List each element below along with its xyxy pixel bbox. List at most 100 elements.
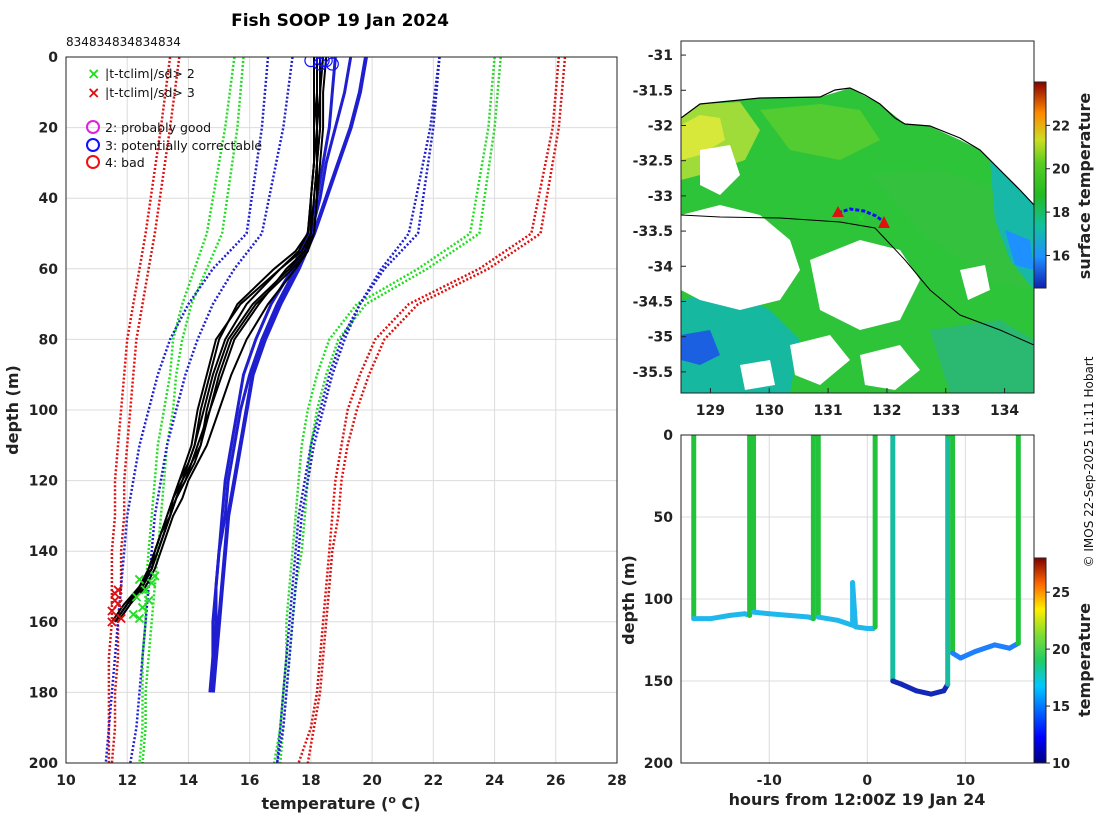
map-y-tick-label: -34 [648, 259, 674, 275]
sst-map-panel: × 129 130 131 132 133 134 -31 -31.5 -32 -32.5 -33 -… [633, 40, 1094, 419]
legend-green-label: |t-tclim|/sd> 2 [105, 66, 195, 81]
track-end-marker [878, 216, 890, 228]
x-tick-label: 26 [546, 773, 565, 789]
track-start-marker [832, 206, 844, 217]
time-y-tick-label: 0 [663, 428, 673, 444]
measured-profile-line [117, 57, 325, 623]
measured-profile-line [114, 57, 322, 623]
x-tick-label: 28 [607, 773, 626, 789]
legend-magenta-circle-icon [86, 120, 100, 134]
map-x-tick-label: 134 [990, 403, 1019, 419]
x-tick-label: 16 [240, 773, 259, 789]
time-y-tick-label: 200 [644, 756, 673, 772]
map-y-tick-label: -35 [648, 330, 673, 346]
qc-circle [313, 57, 327, 71]
map-y-tick-label: -31.5 [633, 83, 673, 99]
x-tick-label: 18 [301, 773, 320, 789]
clim-mean-high-line [275, 57, 441, 763]
time-depth-trace [691, 435, 1021, 697]
profile-ylabel: depth (m) [3, 365, 22, 455]
sst-field: × [681, 41, 1034, 393]
temp-cb-tick-label: 15 [1052, 700, 1070, 715]
red-flag-cross: × [108, 584, 121, 603]
time-x-tick-label: 0 [862, 773, 872, 789]
map-x-tick-label: 132 [872, 403, 901, 419]
green-flag-cross: × [130, 587, 143, 606]
depth-trace-segment [913, 688, 934, 697]
green-flag-cross: × [145, 573, 158, 592]
top-profile-id: 834 [112, 35, 135, 49]
top-profile-id: 834 [89, 35, 112, 49]
track-flag-marker: × [856, 211, 866, 225]
clim-sd2-low-line [141, 57, 245, 763]
qc-circle [319, 57, 333, 68]
clim-sd3-low-line [110, 57, 181, 763]
y-tick-label: 100 [29, 403, 58, 419]
depth-trace-segment [972, 642, 998, 654]
red-flag-cross: × [105, 612, 118, 631]
clim-sd3-low-line [107, 57, 172, 763]
isobath-line [681, 214, 1034, 346]
depth-trace-segment [957, 648, 978, 661]
map-y-tick-label: -35.5 [633, 365, 673, 381]
y-tick-label: 140 [29, 544, 58, 560]
red-flag-cross: × [111, 594, 124, 613]
x-tick-label: 14 [179, 773, 199, 789]
depth-trace-segment [899, 681, 919, 694]
profile-ticks: 10 12 14 16 18 20 22 24 26 28 0 20 40 60 80 100 120 140 16… [29, 50, 627, 789]
depth-trace-segment [766, 611, 792, 618]
clim-mean-high-line [275, 57, 441, 763]
legend-qc4-label: 4: bad [105, 155, 145, 170]
depth-trace-segment [815, 614, 841, 623]
time-xlabel: hours from 12:00Z 19 Jan 24 [729, 790, 986, 809]
green-flag-cross: × [133, 569, 146, 588]
climatology-lines [104, 57, 567, 763]
map-y-tick-label: -34.5 [633, 294, 673, 310]
green-flag-cross: × [136, 598, 149, 617]
sst-cb-tick-label: 18 [1052, 206, 1070, 221]
measured-profiles [111, 57, 328, 623]
credit-text: © IMOS 22-Sep-2025 11:11 Hobart [1082, 356, 1096, 567]
red-flag-cross: × [111, 580, 124, 599]
depth-trace-segment [850, 580, 859, 630]
x-tick-label: 24 [485, 773, 505, 789]
y-tick-label: 20 [39, 121, 59, 137]
depth-trace-segment [751, 609, 772, 617]
x-tick-label: 20 [362, 773, 382, 789]
sst-cb-tick-label: 20 [1052, 163, 1070, 178]
top-profile-id: 834 [158, 35, 181, 49]
y-tick-label: 60 [39, 262, 59, 278]
clim-mean-low-line [104, 57, 270, 763]
flag-legend: × |t-tclim|/sd> 2 × |t-tclim|/sd> 3 2: p… [86, 64, 262, 170]
profile-axes-box [65, 56, 618, 764]
coastline [681, 87, 1034, 206]
temperature-colorbar-label: temperature [1075, 603, 1094, 717]
legend-green-cross-icon: × [87, 64, 100, 83]
red-flag-cross: × [108, 591, 121, 610]
top-profile-id: 834 [66, 35, 89, 49]
clim-sd3-high-line [306, 57, 567, 763]
depth-trace-segment [707, 612, 733, 622]
time-ylabel: depth (m) [619, 555, 638, 645]
clim-sd2-high-line [272, 57, 496, 763]
map-y-tick-label: -32.5 [633, 154, 673, 170]
y-tick-label: 200 [29, 756, 58, 772]
map-y-tick-label: -33.5 [633, 224, 673, 240]
depth-trace-segment [786, 612, 811, 620]
temperature-colorbar [1033, 557, 1047, 764]
x-tick-label: 12 [117, 773, 136, 789]
y-tick-label: 40 [39, 191, 59, 207]
qc-circle [316, 57, 330, 68]
red-flag-cross: × [105, 601, 118, 620]
time-x-tick-label: -10 [757, 773, 783, 789]
time-x-tick-label: 10 [956, 773, 976, 789]
green-flag-cross: × [142, 591, 155, 610]
legend-blue-circle-icon [86, 138, 100, 152]
y-tick-label: 80 [39, 332, 59, 348]
map-x-tick-label: 133 [931, 403, 960, 419]
y-tick-label: 0 [48, 50, 58, 66]
sst-cb-tick-label: 16 [1052, 249, 1070, 264]
legend-red-circle-icon [86, 155, 100, 169]
green-flag-cross: × [133, 608, 146, 627]
